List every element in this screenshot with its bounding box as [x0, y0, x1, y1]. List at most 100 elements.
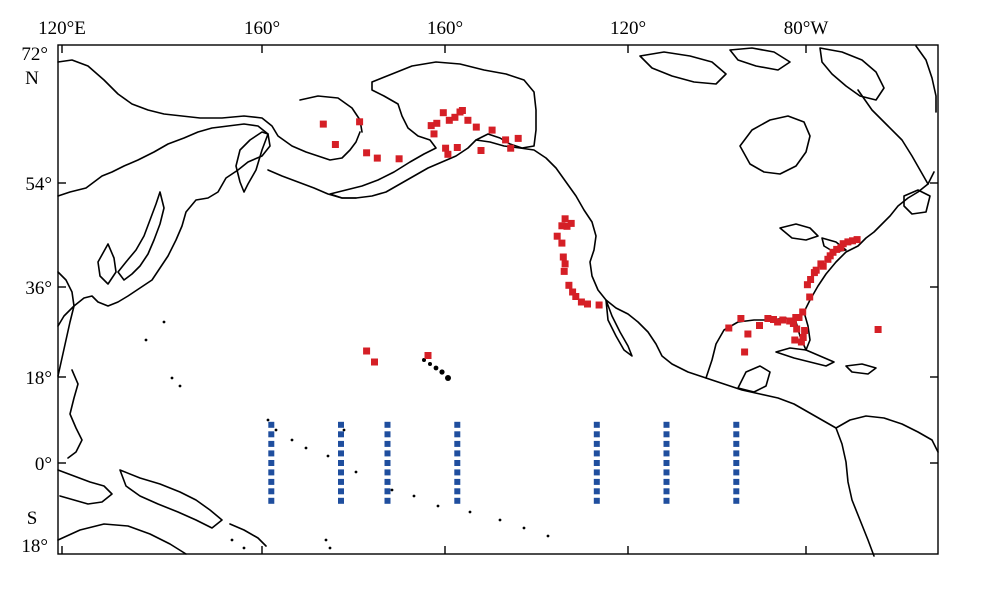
blue-station-marker — [593, 469, 600, 476]
taiwan-philippines-coastline — [67, 369, 83, 459]
red-station-marker — [744, 330, 752, 338]
indonesia-coastline — [57, 469, 113, 505]
red-station-marker — [795, 314, 803, 321]
map-frame — [57, 44, 939, 555]
red-station-marker — [433, 119, 441, 127]
red-station-marker — [488, 126, 496, 134]
blue-station-marker — [268, 478, 275, 485]
red-station-marker — [803, 281, 811, 289]
blue-station-marker — [338, 440, 344, 447]
lat-label-72: 72° — [21, 44, 48, 65]
china-coastline — [57, 271, 75, 377]
blue-station-marker — [663, 440, 670, 447]
baffin-island — [819, 47, 885, 101]
blue-station-marker — [454, 497, 461, 504]
lat-label-south: S — [27, 508, 38, 529]
red-station-marker — [812, 266, 820, 274]
blue-station-marker — [733, 488, 740, 495]
hispaniola — [845, 363, 877, 375]
baja-california — [605, 299, 633, 357]
blue-station-marker — [338, 469, 344, 476]
lat-label-18s: 18° — [21, 536, 48, 557]
lat-label-36: 36° — [25, 278, 52, 299]
cuba — [775, 347, 835, 367]
red-station-marker — [779, 316, 787, 324]
red-station-marker — [502, 136, 510, 144]
red-station-marker — [797, 338, 805, 346]
yucatan-peninsula — [737, 365, 771, 393]
red-station-markers — [319, 107, 882, 366]
blue-station-marker — [384, 421, 391, 428]
blue-station-marker — [454, 421, 461, 428]
red-station-marker — [444, 150, 452, 158]
blue-station-marker — [268, 431, 275, 438]
blue-station-marker — [384, 488, 391, 495]
red-station-marker — [319, 120, 327, 128]
blue-station-marker — [663, 488, 670, 495]
red-station-marker — [853, 236, 861, 244]
blue-station-marker — [663, 478, 670, 485]
red-station-marker — [807, 276, 815, 283]
red-station-marker — [833, 245, 841, 253]
red-station-marker — [725, 324, 733, 332]
blue-station-marker — [663, 497, 670, 504]
lat-label-0: 0° — [35, 454, 52, 475]
blue-station-marker — [733, 431, 740, 438]
red-station-marker — [453, 144, 461, 151]
red-station-marker — [806, 293, 814, 301]
red-station-marker — [558, 222, 566, 230]
new-guinea-coastline — [119, 469, 223, 529]
red-station-marker — [789, 320, 797, 327]
blue-station-marker — [733, 421, 740, 428]
red-station-marker — [849, 237, 856, 245]
red-station-marker — [584, 300, 591, 308]
lon-label-80w: 80°W — [784, 18, 829, 39]
blue-station-marker — [384, 450, 391, 457]
newfoundland — [903, 189, 931, 215]
red-station-marker — [472, 123, 480, 131]
red-station-marker — [561, 215, 569, 223]
red-station-marker — [363, 347, 371, 355]
blue-station-marker — [663, 460, 670, 466]
lat-label-54: 54° — [25, 174, 52, 195]
red-station-marker — [560, 267, 568, 275]
red-station-marker — [874, 326, 882, 333]
blue-station-marker — [454, 440, 461, 447]
blue-station-marker — [593, 478, 600, 485]
red-station-marker — [799, 334, 807, 341]
blue-station-marker — [454, 488, 461, 495]
lon-label-120: 120° — [610, 18, 646, 39]
red-station-marker — [559, 253, 567, 261]
red-station-marker — [331, 141, 339, 148]
blue-station-marker — [733, 497, 740, 504]
alaska-coastline — [329, 61, 537, 199]
red-station-marker — [791, 336, 799, 344]
red-station-marker — [373, 154, 381, 162]
lat-label-18n: 18° — [25, 368, 52, 389]
blue-station-marker — [733, 450, 740, 457]
blue-station-marker — [733, 460, 740, 466]
red-station-marker — [770, 316, 777, 323]
solomon-islands-coastline — [229, 523, 267, 547]
red-station-marker — [553, 232, 561, 240]
blue-station-markers — [268, 421, 740, 504]
red-station-marker — [741, 348, 749, 356]
blue-station-marker — [593, 460, 600, 466]
red-station-marker — [572, 293, 580, 300]
coastlines — [57, 45, 939, 557]
lon-label-160-west-side: 160° — [244, 18, 280, 39]
red-station-marker — [595, 301, 603, 309]
blue-station-marker — [593, 450, 600, 457]
lon-label-160-east-side: 160° — [427, 18, 463, 39]
japan-coastline — [117, 191, 165, 281]
red-station-marker — [427, 122, 435, 130]
red-station-marker — [737, 315, 745, 322]
blue-station-marker — [384, 431, 391, 438]
red-station-marker — [464, 116, 472, 124]
blue-station-marker — [384, 460, 391, 466]
red-station-marker — [577, 298, 585, 306]
axis-ticks — [58, 45, 938, 554]
blue-station-marker — [663, 469, 670, 476]
